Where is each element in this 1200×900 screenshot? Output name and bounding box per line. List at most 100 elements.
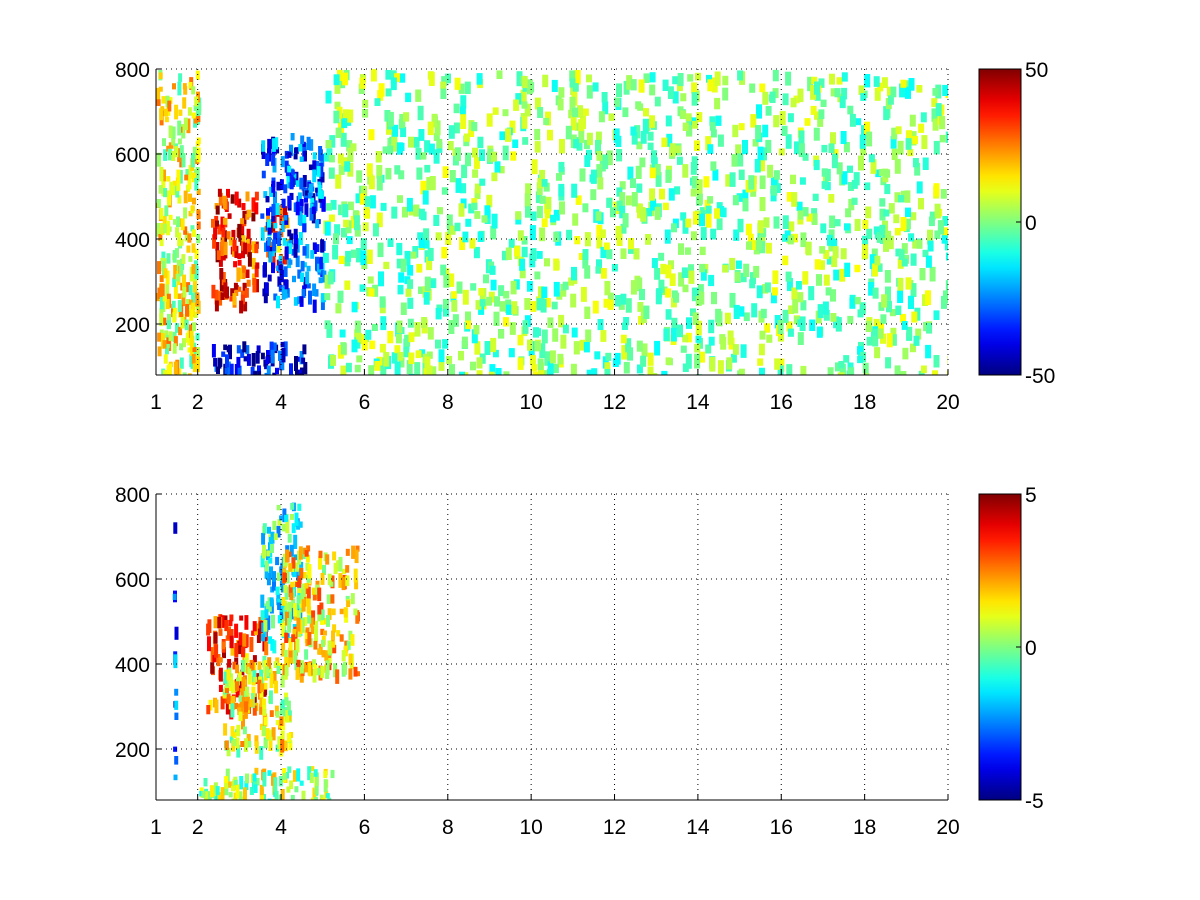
heatmap-cell	[862, 362, 869, 373]
heatmap-cell	[764, 323, 771, 333]
heatmap-cell	[292, 629, 297, 637]
heatmap-cell	[478, 288, 485, 296]
heatmap-cell	[649, 188, 656, 201]
heatmap-cell	[634, 125, 641, 139]
heatmap-cell	[782, 93, 789, 106]
heatmap-cell	[292, 173, 297, 179]
heatmap-cell	[547, 368, 554, 375]
heatmap-cell	[220, 237, 225, 247]
heatmap-cell	[327, 658, 332, 663]
heatmap-cell	[771, 287, 778, 296]
heatmap-cell	[262, 724, 266, 736]
heatmap-cell	[484, 205, 491, 219]
heatmap-cell	[699, 213, 705, 227]
heatmap-cell	[787, 328, 794, 337]
heatmap-cell	[810, 85, 817, 100]
heatmap-cell	[231, 696, 236, 711]
heatmap-cell	[244, 634, 249, 648]
heatmap-cell	[792, 298, 799, 314]
heatmap-cell	[377, 242, 384, 258]
heatmap-cell	[221, 272, 226, 286]
heatmap-cell	[324, 650, 329, 661]
heatmap-cell	[315, 256, 319, 271]
heatmap-cell	[230, 288, 235, 297]
heatmap-cell	[695, 335, 702, 343]
heatmap-cell	[310, 250, 315, 259]
heatmap-cell	[258, 616, 263, 624]
heatmap-cell	[586, 85, 593, 99]
heatmap-cell	[827, 367, 834, 375]
heatmap-cell	[210, 647, 215, 662]
heatmap-cell	[622, 213, 629, 228]
heatmap-cell	[294, 234, 298, 249]
heatmap-cell	[650, 150, 657, 164]
heatmap-cell	[278, 255, 283, 262]
heatmap-cell	[178, 169, 183, 184]
heatmap-cell	[413, 204, 420, 217]
heatmap-cell	[176, 169, 181, 184]
heatmap-cell	[795, 281, 802, 290]
heatmap-cell	[215, 242, 220, 251]
heatmap-cell	[378, 271, 384, 287]
heatmap-cell	[263, 682, 268, 690]
heatmap-cell	[176, 216, 180, 228]
heatmap-cell	[337, 290, 344, 303]
heatmap-cell	[445, 231, 452, 245]
heatmap-cell	[821, 181, 828, 189]
heatmap-cell	[942, 216, 948, 226]
heatmap-cell	[173, 307, 178, 314]
heatmap-cell	[633, 248, 640, 260]
heatmap-cell	[498, 166, 505, 174]
heatmap-cell	[925, 344, 932, 359]
heatmap-cell	[233, 261, 238, 268]
heatmap-cell	[619, 205, 626, 219]
heatmap-cell	[638, 374, 645, 375]
heatmap-cell	[849, 297, 856, 309]
heatmap-cell	[277, 237, 282, 246]
heatmap-cell	[279, 269, 284, 283]
heatmap-cell	[874, 255, 881, 266]
heatmap-cell	[217, 616, 222, 629]
heatmap-cell	[881, 294, 888, 308]
heatmap-cell	[301, 141, 306, 151]
heatmap-cell	[183, 374, 188, 375]
heatmap-cell	[832, 246, 839, 259]
heatmap-cell	[584, 232, 591, 247]
heatmap-cell	[168, 142, 173, 148]
heatmap-cell	[174, 146, 179, 158]
heatmap-cell	[459, 371, 465, 375]
heatmap-cell	[684, 247, 691, 255]
heatmap-cell	[916, 239, 923, 249]
heatmap-cell	[287, 551, 292, 558]
heatmap-cell	[733, 229, 740, 241]
heatmap-cell	[693, 211, 699, 225]
heatmap-cell	[194, 178, 199, 191]
heatmap-cell	[235, 664, 240, 674]
heatmap-cell	[566, 229, 573, 241]
heatmap-cell	[346, 140, 353, 152]
heatmap-cell	[598, 111, 605, 123]
heatmap-cell	[708, 274, 715, 287]
heatmap-cell	[397, 352, 404, 361]
heatmap-cell	[398, 272, 405, 283]
heatmap-cell	[285, 611, 289, 626]
heatmap-cell	[532, 371, 539, 375]
heatmap-cell	[823, 310, 830, 321]
heatmap-cell	[811, 213, 818, 225]
heatmap-cell	[217, 357, 222, 369]
heatmap-cell	[382, 146, 389, 154]
heatmap-cell	[674, 186, 681, 195]
heatmap-cell	[508, 348, 515, 358]
heatmap-cell	[611, 264, 618, 272]
heatmap-cell	[158, 185, 163, 194]
heatmap-cell	[221, 641, 226, 650]
heatmap-cell	[635, 165, 642, 179]
heatmap-cell	[829, 215, 836, 229]
heatmap-cell	[682, 334, 689, 343]
heatmap-cell	[680, 93, 687, 102]
heatmap-cell	[282, 773, 287, 781]
heatmap-cell	[201, 791, 206, 798]
heatmap-cell	[934, 203, 941, 219]
heatmap-cell	[268, 558, 273, 564]
